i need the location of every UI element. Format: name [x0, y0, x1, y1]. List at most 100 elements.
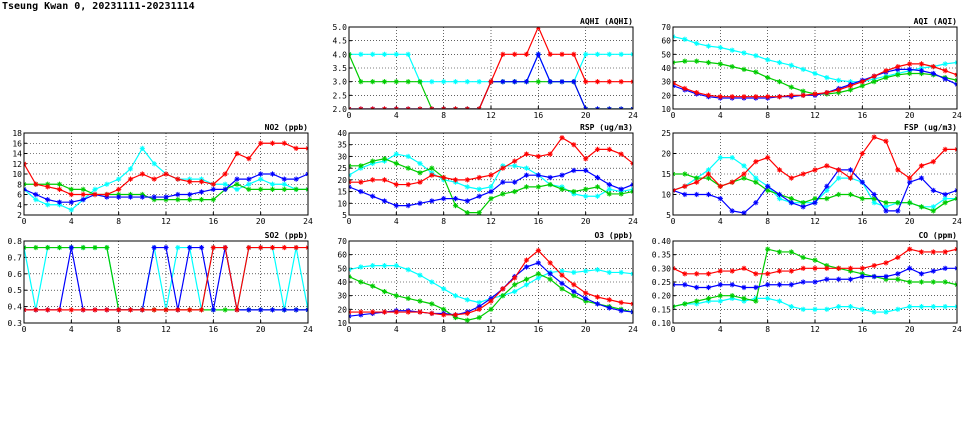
data-point	[907, 279, 913, 285]
data-point	[535, 27, 541, 30]
data-point	[812, 257, 818, 263]
x-tick-label: 16	[858, 111, 868, 120]
data-point	[954, 81, 957, 87]
data-point	[523, 282, 530, 288]
data-point	[258, 140, 264, 146]
data-point	[163, 244, 169, 251]
chart-aqhi: 0 4 8 12 16 20 24 2.0 2.5 3.0 3.5 4.0 4.5 5.0 AQHI (AQ…	[333, 17, 638, 120]
data-point	[80, 307, 86, 313]
data-point	[269, 244, 276, 251]
data-point	[535, 184, 541, 190]
data-point	[476, 186, 482, 192]
data-point	[954, 196, 957, 202]
data-point	[429, 79, 435, 85]
data-point	[33, 307, 39, 313]
data-point	[405, 295, 411, 301]
y-tick-label: 40	[337, 278, 347, 287]
data-point	[954, 146, 957, 152]
data-point	[452, 79, 459, 85]
data-point	[559, 51, 565, 57]
y-tick-label: 25	[661, 129, 671, 138]
data-point	[705, 171, 712, 177]
data-point	[930, 159, 936, 165]
y-tick-label: 12	[12, 160, 22, 169]
data-point	[393, 263, 399, 269]
data-point	[717, 44, 723, 51]
data-point	[606, 51, 612, 57]
chart-fsp: 0 4 8 12 16 20 24 5 10 15 20 25 FSP (ug/m3)	[661, 123, 962, 226]
x-tick-label: 16	[209, 217, 219, 226]
data-point	[673, 265, 676, 271]
data-point	[405, 203, 411, 209]
x-tick-label: 24	[952, 217, 962, 226]
data-point	[776, 191, 783, 198]
x-tick-label: 12	[486, 325, 496, 334]
data-point	[281, 244, 287, 251]
data-point	[33, 191, 39, 198]
data-point	[930, 268, 936, 274]
data-point	[942, 191, 948, 198]
data-point	[500, 191, 506, 197]
data-point	[358, 79, 364, 85]
data-point	[812, 200, 818, 206]
data-point	[918, 271, 925, 277]
data-point	[269, 140, 276, 146]
chart-title: O3 (ppb)	[594, 231, 633, 240]
data-point	[729, 155, 735, 161]
data-point	[630, 181, 633, 188]
data-point	[535, 79, 541, 85]
data-point	[429, 106, 435, 109]
data-point	[234, 176, 240, 182]
data-point	[222, 186, 228, 192]
data-point	[370, 158, 376, 164]
data-point	[836, 175, 842, 181]
data-point	[776, 268, 783, 274]
data-point	[694, 191, 700, 198]
data-point	[883, 138, 889, 144]
data-point	[918, 163, 925, 169]
data-point	[234, 186, 240, 192]
data-point	[788, 84, 794, 90]
data-point	[68, 191, 74, 198]
series-red	[349, 135, 633, 188]
data-point	[381, 288, 388, 295]
y-tick-label: 3.0	[333, 78, 348, 87]
data-point	[500, 293, 506, 299]
series-green	[349, 271, 633, 323]
data-point	[883, 309, 889, 315]
data-point	[883, 260, 889, 266]
x-tick-label: 0	[671, 111, 676, 120]
data-point	[930, 64, 936, 70]
series-cyan	[24, 244, 308, 313]
data-point	[895, 167, 901, 173]
y-tick-label: 40	[661, 64, 671, 73]
data-point	[187, 244, 193, 251]
y-tick-label: 4	[17, 201, 22, 210]
data-point	[56, 186, 63, 192]
data-point	[907, 304, 913, 310]
data-point	[729, 293, 735, 299]
data-point	[583, 295, 589, 301]
data-point	[305, 145, 308, 151]
data-point	[871, 134, 877, 140]
y-tick-label: 60	[661, 37, 671, 46]
data-point	[606, 269, 612, 276]
data-point	[293, 176, 299, 182]
data-point	[859, 179, 865, 185]
data-point	[717, 298, 723, 304]
data-point	[370, 283, 376, 289]
data-point	[618, 79, 624, 85]
data-point	[441, 174, 447, 181]
x-tick-label: 24	[628, 325, 638, 334]
x-tick-label: 12	[486, 111, 496, 120]
y-tick-label: 18	[12, 129, 22, 138]
data-point	[198, 197, 205, 203]
data-point	[512, 79, 518, 85]
data-point	[618, 151, 624, 157]
y-tick-label: 10	[337, 199, 347, 208]
data-point	[116, 194, 122, 200]
y-tick-label: 0.6	[8, 270, 23, 279]
y-tick-label: 6	[17, 191, 22, 200]
x-tick-label: 8	[441, 111, 446, 120]
data-point	[92, 191, 98, 198]
